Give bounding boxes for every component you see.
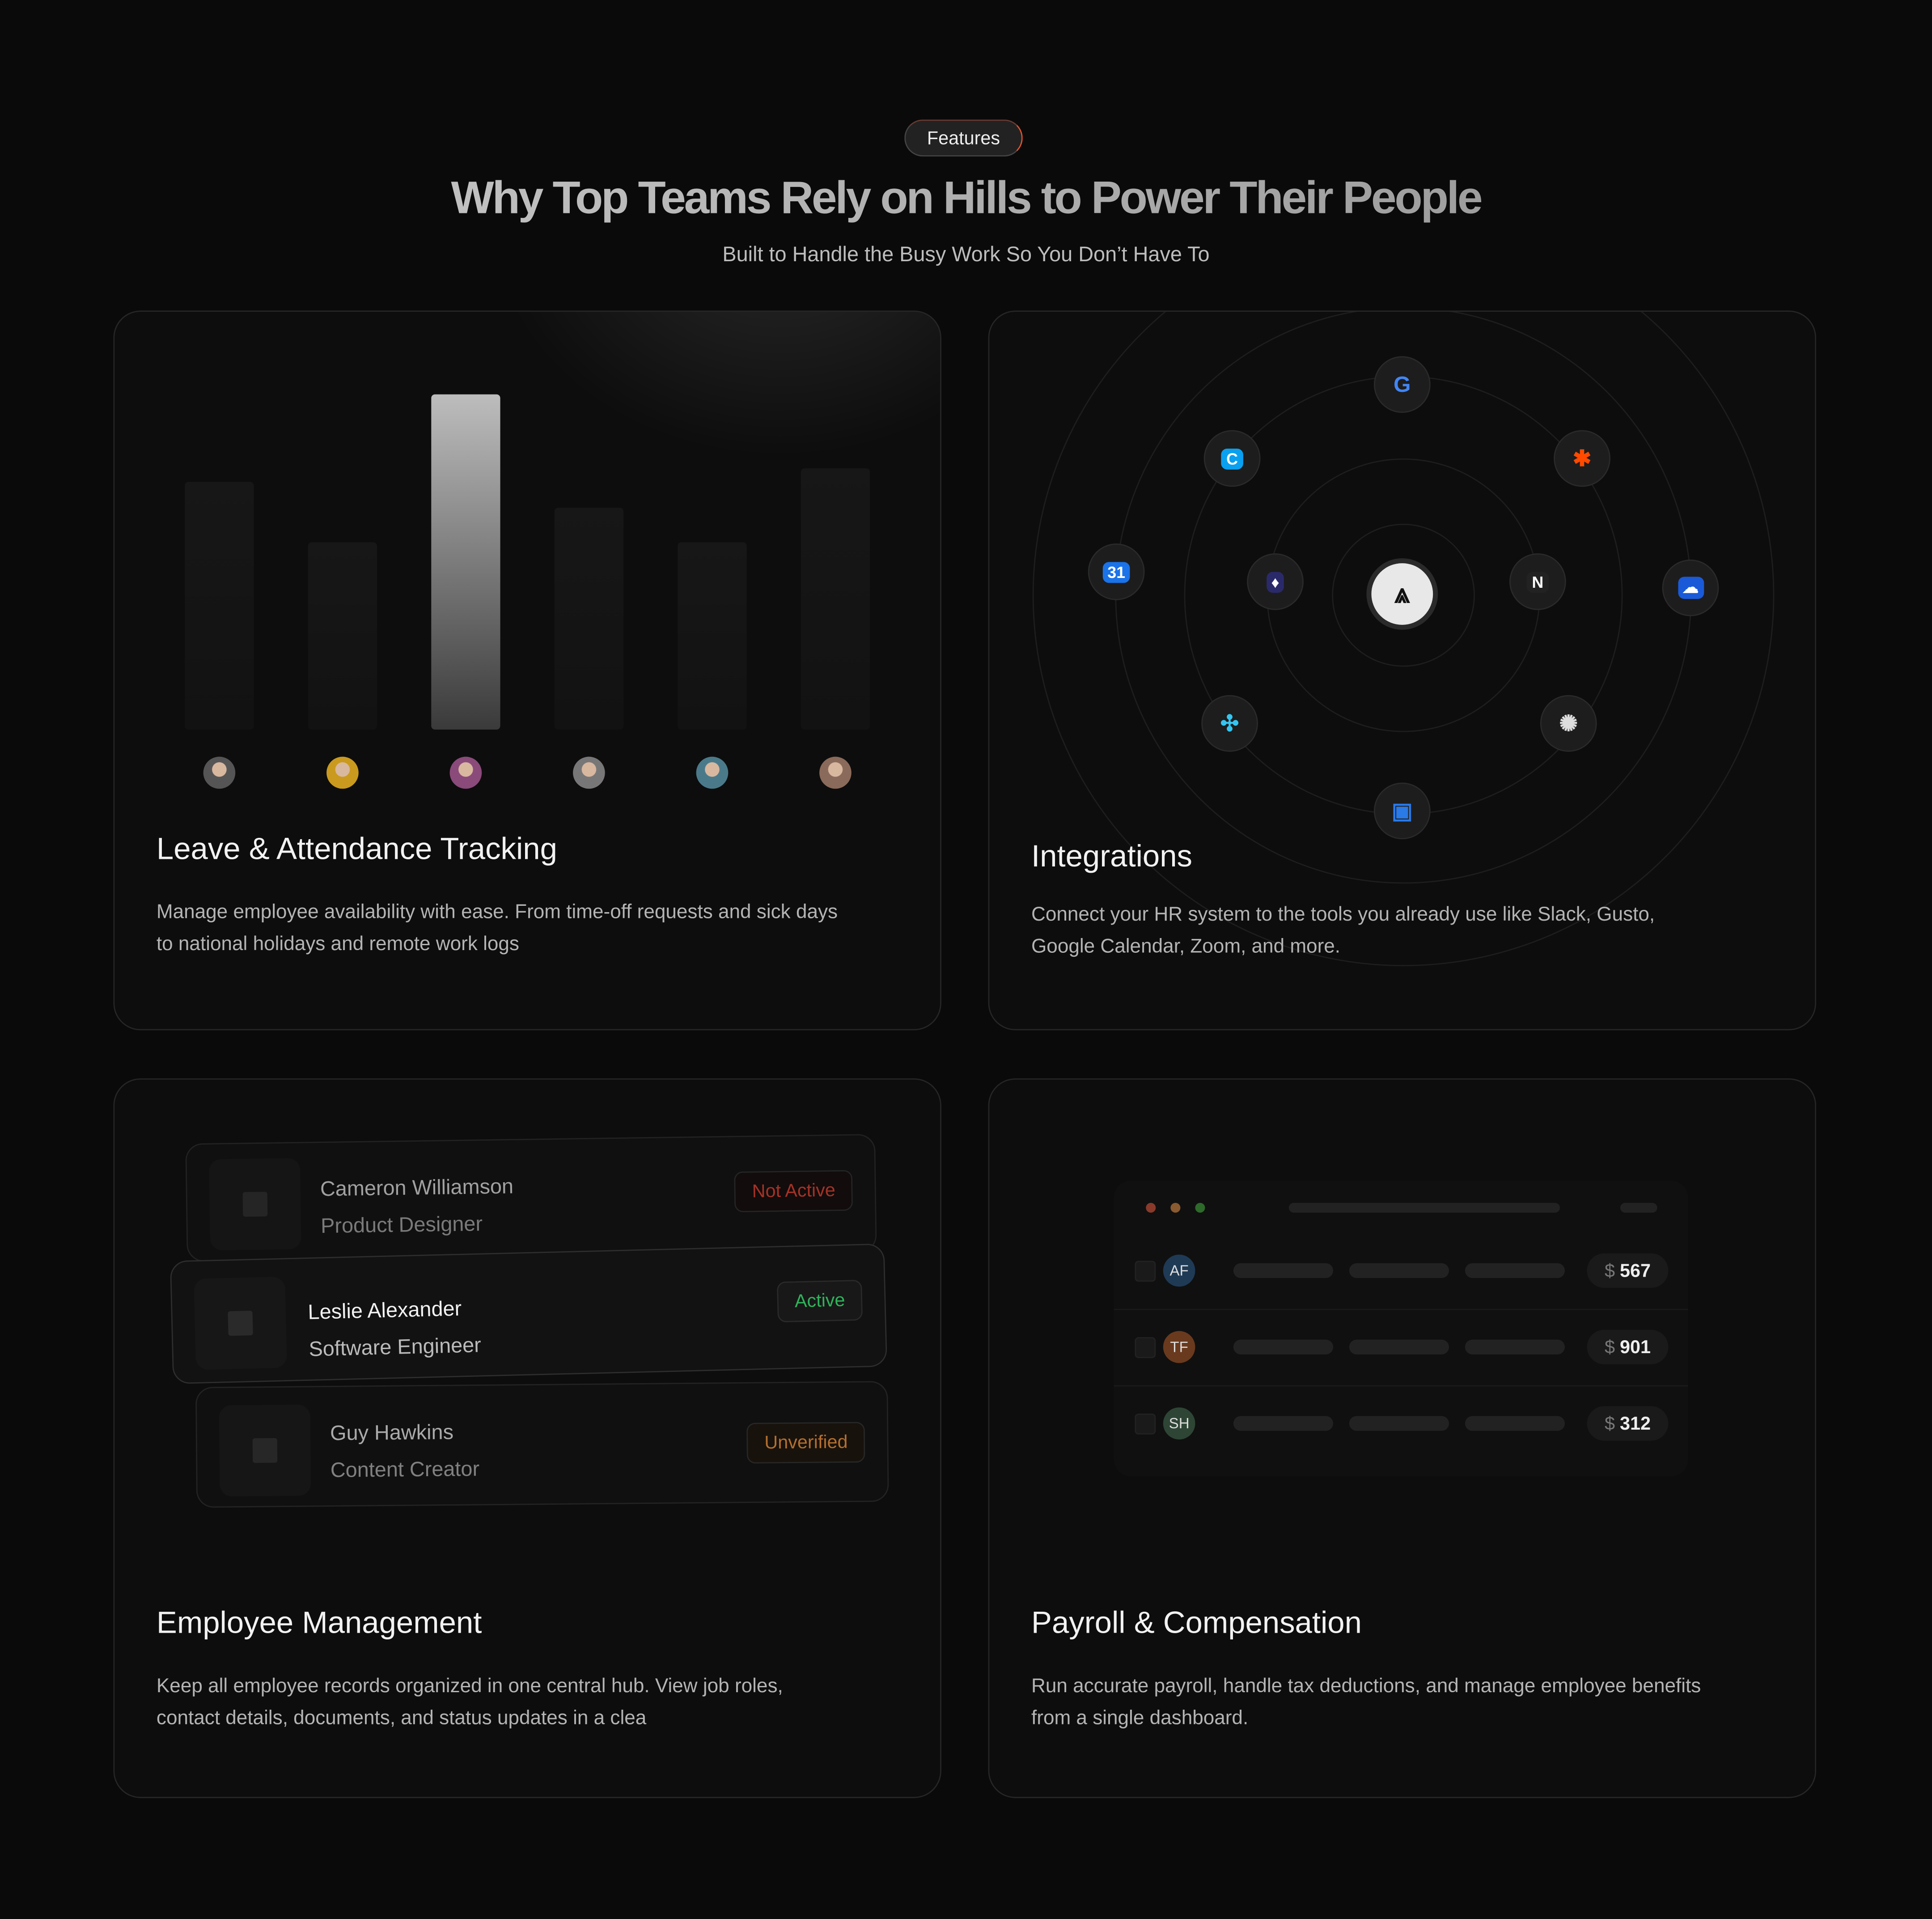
window-dot xyxy=(1195,1202,1205,1213)
image-placeholder-icon xyxy=(194,1276,287,1370)
leave-attendance-card: Leave & Attendance Tracking Manage emplo… xyxy=(113,310,941,1031)
placeholder-bar xyxy=(1349,1263,1449,1278)
row-checkbox[interactable] xyxy=(1135,1261,1156,1282)
card-title: Integrations xyxy=(1031,839,1192,874)
attendance-bar xyxy=(185,481,254,730)
lightbulb-icon[interactable]: ♦ xyxy=(1247,553,1304,610)
status-badge: Active xyxy=(777,1279,863,1323)
trello-icon[interactable]: ▣ xyxy=(1373,782,1431,840)
employee-initials-avatar: TF xyxy=(1163,1331,1195,1363)
employee-row[interactable]: Leslie Alexander Software Engineer Activ… xyxy=(169,1243,888,1384)
row-checkbox[interactable] xyxy=(1135,1337,1156,1359)
row-divider xyxy=(1114,1385,1688,1387)
employee-avatar xyxy=(819,756,852,789)
google-calendar-icon[interactable]: 31 xyxy=(1088,543,1145,600)
window-dot xyxy=(1146,1202,1156,1213)
placeholder-bar xyxy=(1465,1263,1565,1278)
attendance-bar xyxy=(308,542,377,730)
window-dot xyxy=(1170,1202,1181,1213)
employee-role: Software Engineer xyxy=(308,1333,482,1361)
placeholder-bar xyxy=(1233,1263,1334,1278)
employee-avatar xyxy=(449,756,482,789)
card-title: Leave & Attendance Tracking xyxy=(156,832,557,866)
attendance-bar xyxy=(554,508,624,730)
placeholder-bar xyxy=(1233,1339,1334,1354)
placeholder-bar xyxy=(1349,1339,1449,1354)
integrations-card: ⩓ G C ✱ 31 ☁ ♦ N ✣ ✺ ▣ Integrations Connect your H… xyxy=(988,310,1817,1031)
payroll-amount: $312 xyxy=(1587,1406,1669,1441)
payroll-amount: $567 xyxy=(1587,1253,1669,1288)
google-icon[interactable]: G xyxy=(1373,356,1431,413)
section-subtitle: Built to Handle the Busy Work So You Don… xyxy=(722,242,1210,267)
employee-avatar xyxy=(203,756,236,789)
placeholder-bar xyxy=(1465,1416,1565,1431)
image-placeholder-icon xyxy=(209,1158,301,1251)
status-badge: Not Active xyxy=(734,1170,853,1213)
status-badge: Unverified xyxy=(747,1422,865,1464)
placeholder-bar xyxy=(1465,1339,1565,1354)
cloud-icon[interactable]: ☁ xyxy=(1662,559,1719,616)
employee-management-card: Cameron Williamson Product Designer Not … xyxy=(113,1078,941,1798)
image-placeholder-icon xyxy=(219,1404,311,1497)
crowdstrike-icon[interactable]: C xyxy=(1203,430,1261,487)
zapier-icon[interactable]: ✱ xyxy=(1554,430,1610,487)
attendance-bar xyxy=(431,394,500,730)
placeholder-bar xyxy=(1349,1416,1449,1431)
employee-initials-avatar: SH xyxy=(1163,1407,1195,1439)
placeholder-bar xyxy=(1288,1202,1560,1213)
card-title: Employee Management xyxy=(156,1605,482,1641)
row-divider xyxy=(1114,1308,1688,1310)
employee-role: Product Designer xyxy=(320,1212,483,1238)
employee-name: Leslie Alexander xyxy=(307,1297,462,1325)
features-badge: Features xyxy=(904,119,1023,157)
card-description: Keep all employee records organized in o… xyxy=(156,1676,783,1729)
placeholder-bar xyxy=(1620,1202,1657,1213)
attendance-bar xyxy=(678,542,747,730)
employee-initials-avatar: AF xyxy=(1163,1254,1195,1287)
card-title: Payroll & Compensation xyxy=(1031,1605,1362,1641)
spotlight-glow xyxy=(484,312,941,460)
employee-row[interactable]: Guy Hawkins Content Creator Unverified xyxy=(195,1381,889,1508)
hills-logo-icon[interactable]: ⩓ xyxy=(1366,558,1438,630)
employee-role: Content Creator xyxy=(330,1457,480,1482)
employee-name: Cameron Williamson xyxy=(320,1175,514,1201)
employee-avatar xyxy=(573,756,605,789)
employee-avatar xyxy=(696,756,729,789)
notion-icon[interactable]: N xyxy=(1509,553,1566,610)
payroll-amount: $901 xyxy=(1587,1329,1669,1364)
card-description: Connect your HR system to the tools you … xyxy=(1031,904,1655,958)
employee-name: Guy Hawkins xyxy=(330,1420,454,1445)
slack-icon[interactable]: ✣ xyxy=(1201,695,1258,752)
placeholder-bar xyxy=(1233,1416,1334,1431)
attendance-bar xyxy=(801,468,870,730)
employee-row[interactable]: Cameron Williamson Product Designer Not … xyxy=(185,1134,877,1262)
employee-avatar xyxy=(326,756,359,789)
card-description: Run accurate payroll, handle tax deducti… xyxy=(1031,1676,1701,1729)
row-checkbox[interactable] xyxy=(1135,1414,1156,1435)
card-description: Manage employee availability with ease. … xyxy=(156,902,838,955)
loader-icon[interactable]: ✺ xyxy=(1540,695,1597,752)
section-title: Why Top Teams Rely on Hills to Power The… xyxy=(0,173,1932,225)
